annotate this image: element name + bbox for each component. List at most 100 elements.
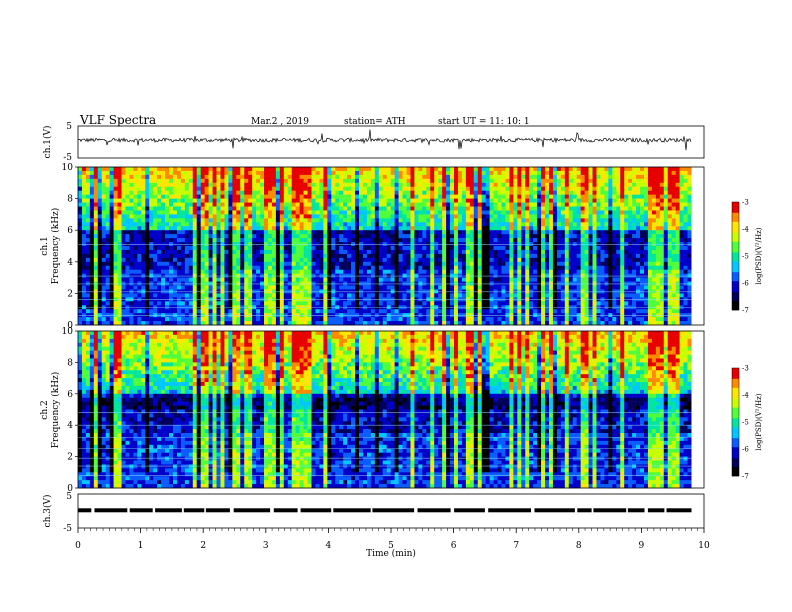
ch1-spec-cell [192,218,198,223]
ch1-spec-cell [176,301,182,306]
ch1-spec-cell [323,214,328,219]
ch1-spec-cell [283,285,289,290]
ch1-spec-cell [145,194,150,199]
ch1-spec-cell [426,226,431,231]
ch1-spec-cell [323,202,328,207]
ch1-spec-cell [236,249,241,255]
ch1-spec-cell [351,202,356,207]
ch1-spec-cell [232,182,237,188]
ch1-spec-cell [422,186,427,191]
ch1-spec-cell [101,202,107,207]
ch1-spec-cell [271,174,277,180]
ch1-spec-cell [370,230,376,235]
ch1-spec-cell [125,170,130,176]
ch1-spec-cell [240,167,245,172]
ch1-spec-cell [390,206,395,211]
ch1-spec-cell [556,301,562,306]
ch1-spec-cell [343,257,348,263]
ch1-spec-cell [129,238,134,243]
ch1-spec-cell [172,218,178,223]
ch1-spec-cell [343,202,348,207]
ch1-spec-cell [81,167,87,172]
ch1-spec-cell [275,269,281,274]
ch1-spec-cell [398,246,403,251]
ch1-spec-cell [541,249,546,255]
ch1-spec-cell [161,218,166,223]
ch1-spec-cell [113,317,118,322]
ch1-spec-cell [165,198,170,203]
ch1-spec-cell [137,218,142,223]
ch1-spec-cell [382,190,388,195]
ch1-spec-cell [303,249,308,255]
ch1-spec-cell [454,269,459,274]
ch1-spec-cell [267,246,273,251]
ch1-spec-cell [362,222,368,227]
ch1-spec-cell [382,182,388,188]
ch1-spec-cell [244,301,249,306]
ch1-spec-cell [240,265,245,270]
ch1-spec-cell [172,301,178,306]
ch1-spec-cell [252,261,257,267]
ch1-spec-cell [374,206,380,211]
ch1-spec-cell [552,218,558,223]
ch1-spec-cell [521,170,526,176]
ch1-spec-cell [244,321,249,326]
ch1-spec-cell [275,234,281,239]
ch1-spec-cell [477,222,483,227]
ch1-spec-cell [533,269,538,274]
ch1-spec-cell [137,317,142,322]
ch1-spec-cell [109,230,114,235]
ch1-spec-cell [529,257,534,263]
ch1-spec-cell [129,202,134,207]
ch1-spec-cell [560,230,566,235]
ch1-spec-cell [279,321,285,326]
ch1-spec-cell [485,174,490,180]
ch1-spec-cell [355,178,360,184]
ch1-spec-cell [244,309,249,314]
ch1-spec-cell [81,249,87,255]
ch1-spec-cell [477,253,483,259]
ch1-spec-cell [161,222,166,227]
ch1-spec-cell [414,293,419,298]
ch1-spec-cell [382,265,388,270]
ch1-spec-cell [279,230,285,235]
ch1-spec-cell [548,174,554,180]
ch1-spec-cell [180,198,186,203]
ch1-spec-cell [461,198,467,203]
ch1-spec-cell [125,202,130,207]
ch1-spec-cell [394,321,399,326]
ch1-spec-cell [552,214,558,219]
ch1-spec-cell [564,202,570,207]
ch1-spec-cell [351,246,356,251]
ch1-spec-cell [117,198,122,203]
ch1-spec-cell [121,321,126,326]
ch1-spec-cell [188,182,194,188]
ch1-spec-cell [180,253,186,259]
ch1-spec-cell [560,194,566,199]
ch1-spec-cell [513,178,518,184]
ch1-spec-cell [89,218,95,223]
ch1-spec-cell [248,182,253,188]
ch1-spec-cell [105,265,110,270]
ch1-spec-cell [141,226,146,231]
ch1-spec-cell [556,285,562,290]
ch1-spec-cell [568,174,574,180]
ch1-spec-cell [196,178,201,184]
ch1-spec-cell [188,321,194,326]
ch1-spec-cell [125,265,130,270]
ch1-spec-cell [81,277,87,282]
ch1-spec-cell [414,234,419,239]
ch1-spec-cell [327,222,332,227]
ch1-spec-cell [457,257,463,263]
ch1-spec-cell [465,246,471,251]
ch1-spec-cell [556,317,562,322]
ch1-spec-cell [497,230,502,235]
ch1-spec-cell [374,253,380,259]
ch1-spec-cell [188,257,194,263]
ch1-spec-cell [564,194,570,199]
ch1-spec-cell [85,230,91,235]
ch1-spec-cell [382,186,388,191]
ch1-spec-cell [97,317,103,322]
ch1-spec-cell [493,210,498,215]
ch1-spec-cell [176,186,182,191]
